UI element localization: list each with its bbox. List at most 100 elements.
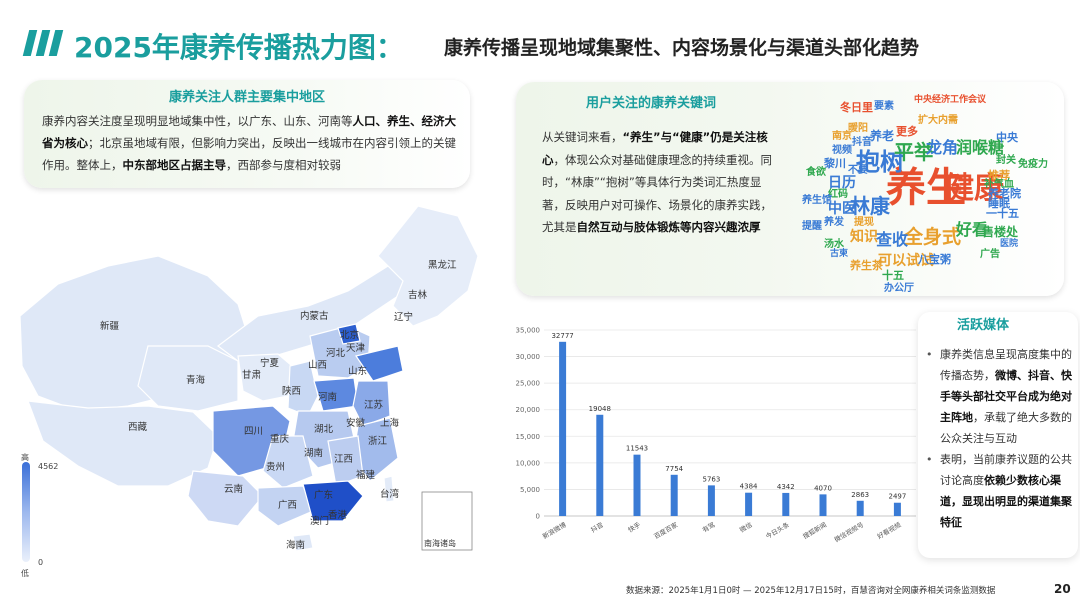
legend-max-value: 4562 xyxy=(38,462,59,471)
map-province-label: 香港 xyxy=(328,509,348,521)
keyword-word: 更多 xyxy=(896,125,918,138)
map-region-tibet xyxy=(27,400,219,487)
keyword-word: 知识 xyxy=(850,229,878,245)
keyword-word: 抖音 xyxy=(852,137,872,148)
chart-data-label: 32777 xyxy=(551,332,573,340)
map-province-label: 云南 xyxy=(224,483,243,495)
chart-x-tick-label: 新浪微博 xyxy=(541,520,568,541)
map-region-hainan xyxy=(292,533,314,552)
chart-y-tick-label: 25,000 xyxy=(516,380,541,388)
map-province-label: 台湾 xyxy=(380,488,400,500)
media-bullet-item: 表明，当前康养议题的公共讨论高度依赖少数核心渠道，显现出明显的渠道集聚特征 xyxy=(926,449,1072,533)
map-region-taiwan xyxy=(383,475,395,503)
map-legend-gradient xyxy=(22,462,30,562)
map-province-label: 四川 xyxy=(244,426,263,437)
chart-bar xyxy=(745,492,753,516)
chart-x-tick-label: 微信视频号 xyxy=(833,520,866,544)
chart-data-label: 11543 xyxy=(626,445,648,453)
map-province-label: 吉林 xyxy=(408,289,428,301)
media-text-part: 康养类信息呈现高度集中的传播态势， xyxy=(940,348,1072,382)
map-province-label: 澳门 xyxy=(310,515,329,527)
keyword-word: 暖阳 xyxy=(848,123,868,134)
map-region-shandong xyxy=(355,345,404,382)
chart-bar xyxy=(670,474,678,516)
keyword-word: 不要 xyxy=(848,165,868,176)
map-province-label: 河北 xyxy=(326,347,346,359)
legend-min-value: 0 xyxy=(38,558,44,567)
keyword-word: 提醒 xyxy=(802,221,822,232)
keyword-word: 要素 xyxy=(874,101,894,112)
map-province-label: 内蒙古 xyxy=(300,310,329,322)
chart-bar xyxy=(633,454,641,516)
keyword-text-part: ，体现公众对基础健康理念的持续重视。同时，“林康”“抱树”等具体行为类词汇热度显… xyxy=(542,152,772,235)
map-province-label: 江苏 xyxy=(364,399,384,411)
keyword-word: 养老 xyxy=(870,129,895,143)
chart-y-tick-label: 10,000 xyxy=(516,459,541,467)
keyword-word: 南京 xyxy=(832,131,852,142)
keyword-word: 售楼处 xyxy=(982,225,1019,239)
keyword-word: 补气血 xyxy=(984,179,1014,190)
keyword-word: 一十五 xyxy=(986,207,1019,220)
map-region-guangdong xyxy=(302,480,364,522)
keyword-text-part: 从关键词来看， xyxy=(542,130,623,144)
legend-low-label: 低 xyxy=(21,569,29,578)
map-province-label: 天津 xyxy=(346,343,366,354)
region-text-part: ，西部参与度相对较弱 xyxy=(226,158,341,172)
map-province-label: 河南 xyxy=(318,391,337,403)
keyword-word: 汤水 xyxy=(824,239,844,250)
chart-bar xyxy=(559,341,567,516)
map-province-label: 湖南 xyxy=(304,447,323,459)
keyword-word: 黎川 xyxy=(824,157,846,170)
media-text-part: ，承载了绝大多数的公众关注与互动 xyxy=(940,411,1072,445)
keyword-word: 抱树 xyxy=(856,148,904,176)
keyword-word: 养生茶 xyxy=(850,259,883,272)
map-province-label: 广西 xyxy=(278,499,297,511)
chart-data-label: 4342 xyxy=(777,483,795,491)
keyword-panel-title: 用户关注的康养关键词 xyxy=(585,96,716,111)
keyword-panel-text: 从关键词来看，“养生”与“健康”仍是关注核心，体现公众对基础健康理念的持续重视。… xyxy=(542,126,772,239)
map-province-label: 黑龙江 xyxy=(428,259,457,271)
region-panel-title: 康养关注人群主要集中地区 xyxy=(168,90,325,105)
media-bar-chart: 0 5,000 10,000 15,000 20,000 25,000 30,000 35,0… xyxy=(516,327,916,544)
chart-x-tick-label: 微信 xyxy=(738,520,754,535)
map-province-label: 甘肃 xyxy=(242,369,261,381)
keyword-word: 古柬 xyxy=(830,249,849,259)
chart-x-tick-label: 搜狐新闻 xyxy=(801,520,828,541)
chart-data-label: 2497 xyxy=(888,493,906,501)
media-text-part: 微博、抖音、快手等头部社交平台成为绝对主阵地 xyxy=(940,369,1072,424)
keyword-word: 润喉糖 xyxy=(956,138,1005,157)
region-text-part: ；北京虽地域有限，但影响力突出，反映出一线城市在内容引领上的关键作用。整体上， xyxy=(42,136,456,172)
keyword-word: 可以试试 xyxy=(878,253,934,269)
map-province-label: 山西 xyxy=(308,360,327,371)
chart-bar xyxy=(782,492,790,516)
map-province-label: 青海 xyxy=(186,374,206,386)
chart-data-label: 2863 xyxy=(851,491,869,499)
chart-data-label: 4070 xyxy=(814,484,832,492)
media-bullet-item: 康养类信息呈现高度集中的传播态势，微博、抖音、快手等头部社交平台成为绝对主阵地，… xyxy=(926,344,1072,449)
keyword-word: 睡眠 xyxy=(988,197,1010,210)
keyword-word: 十五 xyxy=(882,269,904,282)
region-text-part: 人口、养生、经济大省为核心 xyxy=(42,114,456,150)
keyword-word: 扩大内需 xyxy=(918,115,958,126)
keyword-word: 医院 xyxy=(1000,239,1019,249)
map-region-beijing xyxy=(337,323,361,345)
keyword-word: 视频 xyxy=(832,145,852,156)
keyword-text-part: “养生”与“健康”仍是关注核心 xyxy=(542,130,768,167)
keyword-word: 养生 xyxy=(886,165,966,211)
map-province-label: 贵州 xyxy=(266,461,285,473)
map-region-qinghai xyxy=(137,345,239,412)
page-title: 2025年康养传播热力图： xyxy=(74,31,404,64)
region-text-part: 中东部地区占据主导 xyxy=(122,158,227,172)
map-region-guangxi xyxy=(257,485,314,527)
region-text-part: 康养内容关注度呈现明显地域集中性，以广东、山东、河南等 xyxy=(42,114,353,128)
keyword-word: 养老院 xyxy=(988,187,1021,200)
map-province-label: 南海诸岛 xyxy=(424,538,456,548)
map-province-label: 广东 xyxy=(314,489,333,501)
keyword-text-part: 自然互动与肢体锻炼等内容兴趣浓厚 xyxy=(576,220,761,234)
keyword-word: 日历 xyxy=(828,175,856,191)
map-region-jiangxi xyxy=(327,435,364,487)
keyword-word: 中央经济工作会议 xyxy=(914,95,987,105)
chart-x-tick-label: 百度百家 xyxy=(652,520,679,541)
keyword-word: 健康 xyxy=(944,171,1004,206)
chart-y-tick-label: 0 xyxy=(536,513,540,521)
